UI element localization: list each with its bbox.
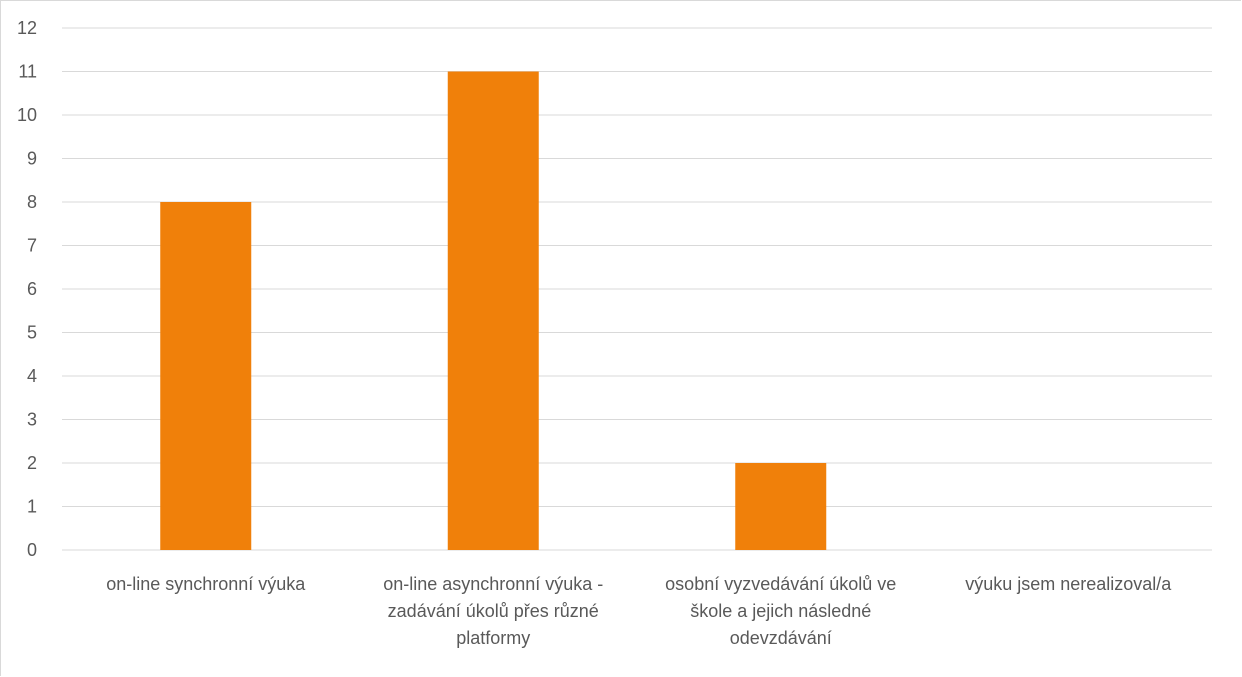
x-category-label: on-line asynchronní výuka - zadávání úkol… <box>383 574 603 648</box>
y-tick-label: 1 <box>27 497 37 517</box>
bar <box>160 202 252 550</box>
y-tick-label: 10 <box>17 105 37 125</box>
bar <box>735 463 827 550</box>
y-tick-label: 7 <box>27 236 37 256</box>
gridlines <box>62 27 1212 551</box>
x-category-label: on-line synchronní výuka <box>106 574 306 594</box>
x-category-label-line: škole a jejich následné <box>690 601 871 621</box>
y-tick-label: 3 <box>27 410 37 430</box>
x-category-label-line: osobní vyzvedávání úkolů ve <box>665 574 896 594</box>
y-tick-label: 2 <box>27 453 37 473</box>
x-category-label-line: výuku jsem nerealizoval/a <box>965 574 1172 594</box>
x-category-label-line: odevzdávání <box>730 628 832 648</box>
bar <box>447 71 539 550</box>
x-category-label-line: platformy <box>456 628 530 648</box>
y-tick-label: 11 <box>18 62 37 82</box>
y-tick-label: 8 <box>27 192 37 212</box>
x-category-label: osobní vyzvedávání úkolů ve škole a jejic… <box>665 574 896 648</box>
y-tick-label: 4 <box>27 366 37 386</box>
x-category-label-line: on-line synchronní výuka <box>106 574 306 594</box>
x-category-label: výuku jsem nerealizoval/a <box>965 574 1172 594</box>
y-tick-label: 6 <box>27 279 37 299</box>
y-tick-label: 9 <box>27 149 37 169</box>
x-axis-category-labels: on-line synchronní výuka on-line asynchro… <box>106 574 1172 648</box>
y-tick-label: 0 <box>27 540 37 560</box>
y-tick-label: 5 <box>27 323 37 343</box>
y-tick-label: 12 <box>17 18 37 38</box>
x-category-label-line: on-line asynchronní výuka - <box>383 574 603 594</box>
x-category-label-line: zadávání úkolů přes různé <box>388 601 599 621</box>
bars <box>160 71 827 550</box>
